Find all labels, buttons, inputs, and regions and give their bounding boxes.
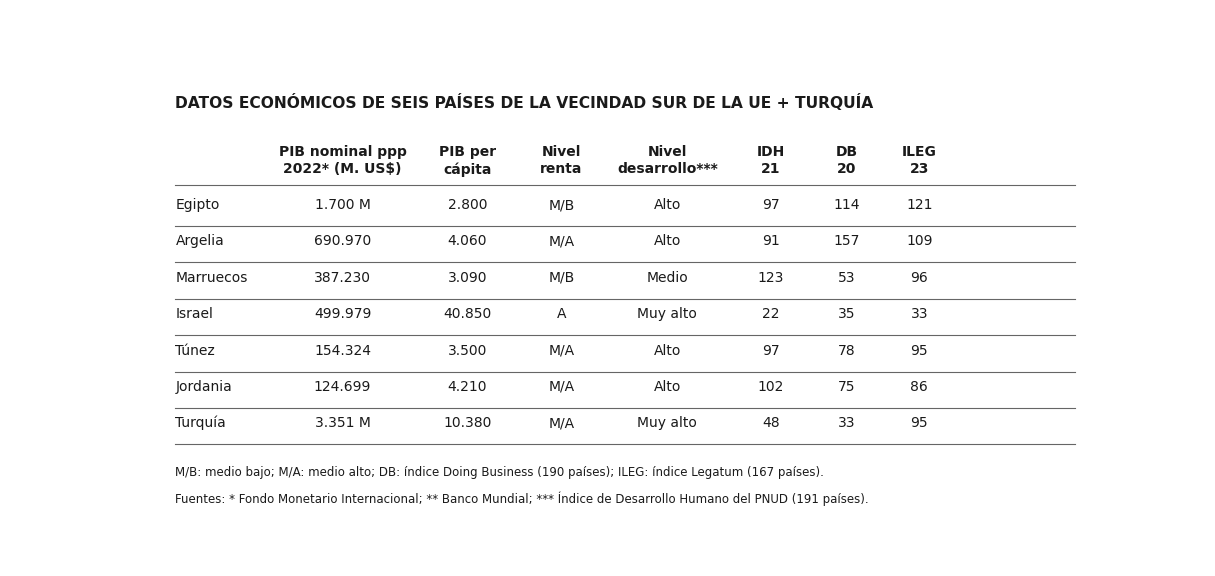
Text: Egipto: Egipto	[175, 198, 220, 212]
Text: Fuentes: * Fondo Monetario Internacional; ** Banco Mundial; *** Índice de Desarr: Fuentes: * Fondo Monetario Internacional…	[175, 491, 869, 506]
Text: Muy alto: Muy alto	[638, 416, 697, 430]
Text: Marruecos: Marruecos	[175, 271, 248, 285]
Text: M/B: M/B	[548, 271, 575, 285]
Text: ILEG
23: ILEG 23	[902, 145, 937, 176]
Text: 3.500: 3.500	[447, 343, 487, 358]
Text: Medio: Medio	[646, 271, 688, 285]
Text: 97: 97	[762, 198, 780, 212]
Text: 3.090: 3.090	[447, 271, 487, 285]
Text: Alto: Alto	[654, 234, 682, 248]
Text: Túnez: Túnez	[175, 343, 215, 358]
Text: 97: 97	[762, 343, 780, 358]
Text: Israel: Israel	[175, 307, 214, 321]
Text: 40.850: 40.850	[443, 307, 491, 321]
Text: PIB per
cápita: PIB per cápita	[439, 145, 496, 177]
Text: Nivel
desarrollo***: Nivel desarrollo***	[617, 145, 718, 176]
Text: Alto: Alto	[654, 380, 682, 394]
Text: 387.230: 387.230	[313, 271, 371, 285]
Text: M/A: M/A	[548, 416, 575, 430]
Text: M/A: M/A	[548, 343, 575, 358]
Text: 123: 123	[758, 271, 784, 285]
Text: 53: 53	[837, 271, 855, 285]
Text: 22: 22	[762, 307, 780, 321]
Text: M/A: M/A	[548, 234, 575, 248]
Text: 78: 78	[837, 343, 855, 358]
Text: Alto: Alto	[654, 343, 682, 358]
Text: M/A: M/A	[548, 380, 575, 394]
Text: 96: 96	[910, 271, 928, 285]
Text: 154.324: 154.324	[313, 343, 371, 358]
Text: M/B: M/B	[548, 198, 575, 212]
Text: Nivel
renta: Nivel renta	[541, 145, 583, 176]
Text: Jordania: Jordania	[175, 380, 232, 394]
Text: 10.380: 10.380	[443, 416, 492, 430]
Text: 124.699: 124.699	[313, 380, 372, 394]
Text: Turquía: Turquía	[175, 416, 226, 430]
Text: DB
20: DB 20	[835, 145, 858, 176]
Text: 157: 157	[833, 234, 859, 248]
Text: Muy alto: Muy alto	[638, 307, 697, 321]
Text: 2.800: 2.800	[447, 198, 487, 212]
Text: 4.060: 4.060	[447, 234, 487, 248]
Text: 102: 102	[758, 380, 784, 394]
Text: 95: 95	[910, 416, 928, 430]
Text: M/B: medio bajo; M/A: medio alto; DB: índice Doing Business (190 países); ILEG: : M/B: medio bajo; M/A: medio alto; DB: ín…	[175, 465, 824, 479]
Text: 121: 121	[906, 198, 933, 212]
Text: 95: 95	[910, 343, 928, 358]
Text: 35: 35	[837, 307, 855, 321]
Text: Alto: Alto	[654, 198, 682, 212]
Text: 86: 86	[910, 380, 928, 394]
Text: 4.210: 4.210	[447, 380, 487, 394]
Text: 1.700 M: 1.700 M	[315, 198, 371, 212]
Text: 3.351 M: 3.351 M	[315, 416, 371, 430]
Text: PIB nominal ppp
2022* (M. US$): PIB nominal ppp 2022* (M. US$)	[278, 145, 407, 176]
Text: 499.979: 499.979	[313, 307, 372, 321]
Text: 114: 114	[833, 198, 859, 212]
Text: 33: 33	[910, 307, 928, 321]
Text: 91: 91	[762, 234, 780, 248]
Text: 75: 75	[837, 380, 855, 394]
Text: 33: 33	[837, 416, 855, 430]
Text: 109: 109	[906, 234, 933, 248]
Text: 48: 48	[762, 416, 780, 430]
Text: A: A	[556, 307, 566, 321]
Text: 690.970: 690.970	[313, 234, 371, 248]
Text: IDH
21: IDH 21	[757, 145, 785, 176]
Text: Argelia: Argelia	[175, 234, 224, 248]
Text: DATOS ECONÓMICOS DE SEIS PAÍSES DE LA VECINDAD SUR DE LA UE + TURQUÍA: DATOS ECONÓMICOS DE SEIS PAÍSES DE LA VE…	[175, 93, 874, 111]
